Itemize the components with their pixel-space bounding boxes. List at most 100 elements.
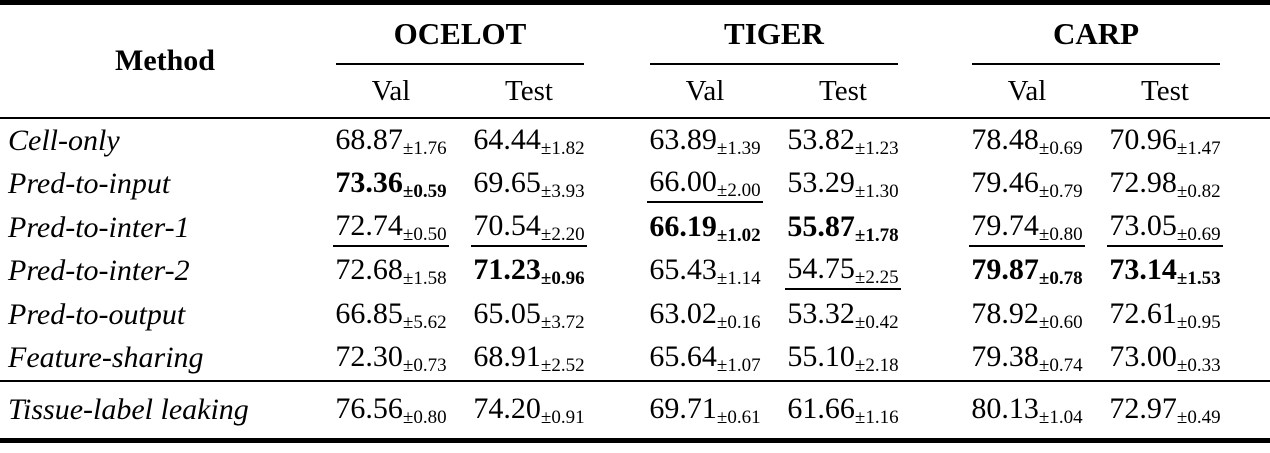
metric-std: ±0.79	[1038, 181, 1083, 203]
metric: 53.82±1.23	[785, 123, 900, 159]
metric-std: ±0.78	[1038, 268, 1083, 290]
metric-std: ±2.00	[716, 180, 761, 202]
metric: 80.13±1.04	[969, 392, 1084, 428]
value-cell: 64.44±1.82	[460, 123, 598, 159]
col-header-val: Val	[1007, 74, 1047, 107]
metric: 79.74±0.80	[969, 209, 1085, 247]
metric-value: 76.56	[335, 392, 403, 425]
metric: 63.02±0.16	[647, 297, 762, 333]
value-cell: 79.74±0.80	[958, 209, 1096, 247]
value-cell: 65.05±3.72	[460, 297, 598, 333]
metric: 54.75±2.25	[785, 252, 901, 291]
metric-value: 73.00	[1109, 340, 1177, 374]
method-cell: Pred-to-input	[8, 167, 171, 201]
value-cell: 65.43±1.14	[636, 253, 774, 289]
value-cell: 76.56±0.80	[322, 392, 460, 428]
metric: 69.71±0.61	[647, 392, 762, 428]
metric: 79.38±0.74	[969, 340, 1084, 376]
metric: 66.19±1.02	[647, 210, 762, 246]
value-cell: 66.19±1.02	[636, 210, 774, 246]
metric-std: ±0.69	[1038, 137, 1083, 159]
metric-std: ±0.91	[540, 407, 585, 428]
metric-value: 72.97	[1109, 392, 1177, 425]
results-table: Method OCELOT TIGER CARP Val Test Val Te…	[0, 0, 1270, 443]
metric: 74.20±0.91	[471, 392, 586, 428]
metric-std: ±2.25	[854, 267, 899, 289]
metric: 61.66±1.16	[785, 392, 900, 428]
value-cell: 66.00±2.00	[636, 165, 774, 204]
metric: 72.30±0.73	[333, 340, 448, 376]
metric: 68.87±1.76	[333, 123, 448, 159]
metric-std: ±0.16	[716, 311, 761, 333]
metric-std: ±0.80	[402, 407, 447, 428]
metric-std: ±2.52	[540, 355, 585, 377]
metric-std: ±0.50	[402, 223, 447, 245]
metric-value: 79.87	[971, 253, 1039, 287]
metric-value: 54.75	[787, 252, 855, 286]
metric: 55.87±1.78	[785, 210, 900, 246]
metric: 72.74±0.50	[333, 209, 449, 247]
metric-std: ±1.04	[1038, 407, 1083, 428]
metric: 73.14±1.53	[1107, 253, 1222, 289]
metric-value: 55.10	[787, 340, 855, 374]
metric-value: 78.48	[971, 122, 1039, 156]
value-cell: 68.87±1.76	[322, 123, 460, 159]
value-cell: 66.85±5.62	[322, 297, 460, 333]
metric: 73.36±0.59	[333, 166, 448, 202]
method-cell: Pred-to-output	[8, 297, 186, 331]
metric: 63.89±1.39	[647, 123, 762, 159]
table-rule-header	[0, 117, 1270, 119]
col-header-test: Test	[1141, 74, 1189, 107]
table-rule-bottom	[0, 438, 1270, 443]
col-header-val: Val	[685, 74, 725, 107]
metric: 64.44±1.82	[471, 123, 586, 159]
value-cell: 78.48±0.69	[958, 123, 1096, 159]
metric: 55.10±2.18	[785, 340, 900, 376]
metric-std: ±0.60	[1038, 311, 1083, 333]
metric-value: 79.46	[971, 166, 1039, 200]
method-cell: Cell-only	[8, 123, 120, 157]
value-cell: 80.13±1.04	[958, 392, 1096, 428]
col-header-test: Test	[505, 74, 553, 107]
value-cell: 72.61±0.95	[1096, 297, 1234, 333]
method-cell: Tissue-label leaking	[8, 393, 249, 426]
metric-value: 65.43	[649, 253, 717, 287]
metric-value: 74.20	[473, 392, 541, 425]
value-cell: 63.89±1.39	[636, 123, 774, 159]
metric-std: ±1.82	[540, 137, 585, 159]
metric: 72.98±0.82	[1107, 166, 1222, 202]
table-rule-top	[0, 0, 1270, 5]
metric-value: 72.61	[1109, 296, 1177, 330]
metric-std: ±0.74	[1038, 355, 1083, 377]
metric-value: 79.38	[971, 340, 1039, 374]
metric-std: ±0.59	[402, 181, 447, 203]
metric: 72.61±0.95	[1107, 297, 1222, 333]
metric-value: 65.64	[649, 340, 717, 374]
metric: 79.87±0.78	[969, 253, 1084, 289]
value-cell: 69.65±3.93	[460, 166, 598, 202]
metric-std: ±0.80	[1038, 223, 1083, 245]
metric-value: 63.89	[649, 122, 717, 156]
value-cell: 72.68±1.58	[322, 253, 460, 289]
metric-value: 78.92	[971, 296, 1039, 330]
metric: 72.97±0.49	[1107, 392, 1222, 428]
metric-std: ±2.20	[540, 223, 585, 245]
metric-std: ±1.39	[716, 137, 761, 159]
table-row: Pred-to-inter-2 72.68±1.58 71.23±0.96 65…	[0, 250, 1270, 294]
table-row: Pred-to-input 73.36±0.59 69.65±3.93 66.0…	[0, 163, 1270, 207]
metric-std: ±1.78	[854, 224, 899, 246]
metric-value: 53.82	[787, 122, 855, 156]
metric: 66.00±2.00	[647, 165, 763, 204]
metric-std: ±0.49	[1176, 407, 1221, 428]
metric-value: 53.29	[787, 166, 855, 200]
metric-std: ±1.07	[716, 355, 761, 377]
metric-value: 66.85	[335, 296, 403, 330]
metric: 71.23±0.96	[471, 253, 586, 289]
metric-value: 71.23	[473, 253, 541, 287]
metric: 66.85±5.62	[333, 297, 448, 333]
value-cell: 78.92±0.60	[958, 297, 1096, 333]
table-footer-section: Tissue-label leaking 76.56±0.80 74.20±0.…	[0, 382, 1270, 438]
value-cell: 72.98±0.82	[1096, 166, 1234, 202]
metric-value: 68.87	[335, 122, 403, 156]
metric-std: ±0.42	[854, 311, 899, 333]
